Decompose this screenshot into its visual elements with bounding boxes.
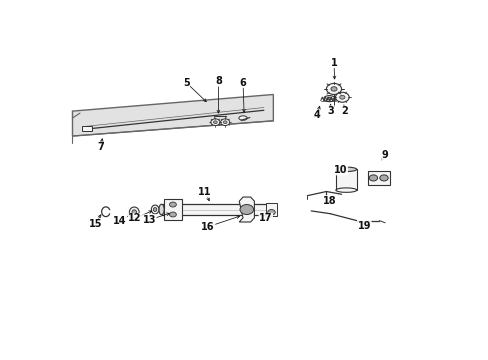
Ellipse shape [153, 208, 157, 211]
Text: 4: 4 [313, 110, 320, 120]
Text: 9: 9 [381, 150, 388, 161]
Ellipse shape [238, 116, 247, 120]
Text: 12: 12 [128, 213, 142, 224]
Circle shape [330, 87, 336, 91]
Ellipse shape [326, 97, 331, 100]
Polygon shape [72, 94, 273, 136]
Ellipse shape [132, 210, 136, 215]
Circle shape [213, 121, 217, 123]
Ellipse shape [270, 204, 275, 215]
Text: 13: 13 [142, 215, 156, 225]
Circle shape [223, 121, 226, 123]
Circle shape [339, 95, 344, 99]
Text: 11: 11 [198, 187, 211, 197]
Ellipse shape [129, 207, 139, 217]
Text: 16: 16 [201, 222, 215, 232]
Circle shape [379, 175, 387, 181]
Bar [161, 204, 273, 215]
Text: 19: 19 [357, 221, 370, 231]
Circle shape [240, 204, 253, 215]
Circle shape [326, 84, 341, 94]
Circle shape [220, 119, 229, 126]
Ellipse shape [335, 188, 356, 192]
Ellipse shape [151, 205, 159, 214]
Bar [265, 203, 277, 216]
Text: 14: 14 [113, 216, 126, 226]
Text: 2: 2 [341, 106, 347, 116]
Text: 15: 15 [88, 219, 102, 229]
Ellipse shape [335, 167, 356, 172]
Circle shape [210, 119, 220, 126]
Bar [335, 169, 356, 190]
Text: 1: 1 [330, 58, 337, 68]
Circle shape [368, 175, 377, 181]
Circle shape [335, 92, 348, 102]
Text: 18: 18 [323, 195, 336, 206]
Circle shape [169, 212, 176, 217]
Text: 17: 17 [259, 213, 272, 224]
Polygon shape [239, 197, 254, 222]
Circle shape [169, 202, 176, 207]
Text: 6: 6 [239, 77, 246, 87]
Bar [163, 199, 182, 220]
Text: 7: 7 [97, 142, 104, 152]
Bar [367, 171, 389, 185]
Bar [82, 126, 92, 131]
Text: 5: 5 [183, 77, 189, 87]
Ellipse shape [323, 96, 334, 102]
Text: 10: 10 [333, 165, 347, 175]
Circle shape [267, 210, 275, 215]
Text: 3: 3 [327, 106, 334, 116]
Text: 8: 8 [215, 76, 222, 86]
Ellipse shape [159, 204, 164, 215]
